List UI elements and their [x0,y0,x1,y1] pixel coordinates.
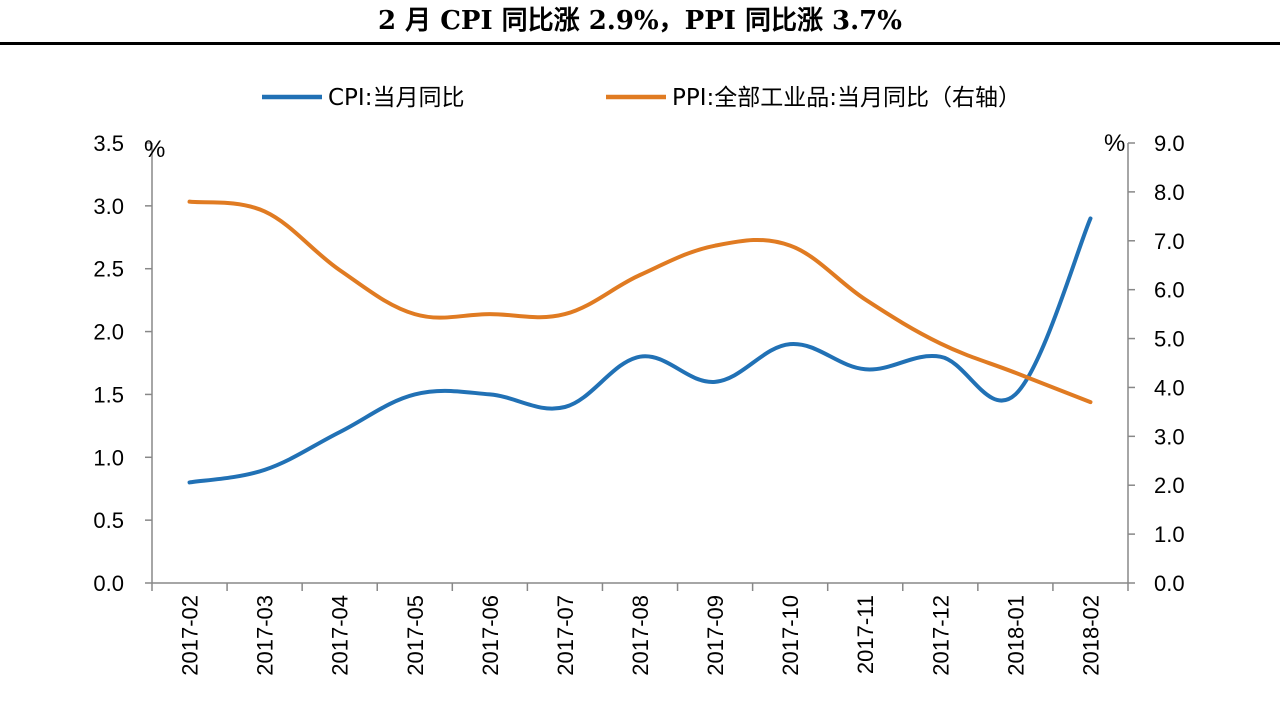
series-line-cpi [187,216,1093,485]
axes: 0.0 0.5 1.0 1.5 2.0 2.5 3.0 3.5 0.0 1.0 2.0 3.0 4.0 5… [93,130,1184,676]
x-tick-label: 2017-04 [328,595,353,676]
x-tick-label: 2017-03 [253,595,278,676]
chart-title: 2 月 CPI 同比涨 2.9%，PPI 同比涨 3.7% [378,6,902,36]
right-tick-label: 7.0 [1154,229,1185,254]
x-tick-label: 2017-08 [628,595,653,676]
x-tick-label: 2017-02 [178,595,203,676]
right-axis-unit: % [1104,130,1125,157]
left-tick-label: 0.5 [93,508,124,533]
right-tick-label: 3.0 [1154,424,1185,449]
x-tick-label: 2017-05 [403,595,428,676]
series-lines [187,199,1093,485]
legend-label: CPI:当月同比 [328,85,464,111]
right-tick-label: 9.0 [1154,131,1185,156]
x-tick-label: 2017-06 [478,595,503,676]
legend-item: PPI:全部工业品:当月同比（右轴） [606,85,1021,111]
x-tick-label: 2018-02 [1078,595,1103,676]
left-tick-label: 1.5 [93,382,124,407]
right-tick-label: 8.0 [1154,180,1185,205]
x-tick-label: 2017-09 [703,595,728,676]
left-tick-label: 0.0 [93,571,124,596]
x-tick-label: 2017-07 [553,595,578,676]
x-tick-label: 2018-01 [1003,595,1028,676]
legend: CPI:当月同比 PPI:全部工业品:当月同比（右轴） [262,85,1021,111]
left-tick-label: 3.0 [93,194,124,219]
right-tick-label: 0.0 [1154,571,1185,596]
series-line-ppi [187,199,1093,405]
legend-label: PPI:全部工业品:当月同比（右轴） [672,85,1021,111]
x-tick-label: 2017-12 [928,595,953,676]
right-tick-label: 2.0 [1154,473,1185,498]
x-tick-label: 2017-11 [853,595,878,674]
left-tick-label: 3.5 [93,131,124,156]
left-axis-unit: % [144,136,165,163]
left-tick-label: 2.5 [93,257,124,282]
right-tick-label: 6.0 [1154,278,1185,303]
x-tick-label: 2017-10 [778,595,803,676]
right-tick-label: 4.0 [1154,375,1185,400]
legend-item: CPI:当月同比 [262,85,464,111]
right-tick-label: 5.0 [1154,327,1185,352]
right-tick-label: 1.0 [1154,522,1185,547]
left-tick-label: 2.0 [93,320,124,345]
left-tick-label: 1.0 [93,445,124,470]
title-rule [0,42,1280,45]
